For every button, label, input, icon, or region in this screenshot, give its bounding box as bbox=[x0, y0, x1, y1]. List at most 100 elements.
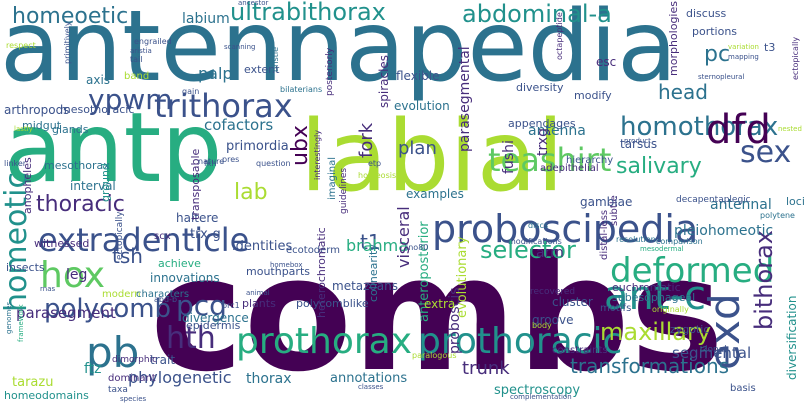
word: plan bbox=[398, 138, 437, 159]
word: decapentaplegic bbox=[676, 195, 751, 205]
word: dfd bbox=[706, 107, 771, 153]
word: hox bbox=[40, 255, 106, 296]
word: morphologies bbox=[667, 1, 680, 76]
word: respect bbox=[6, 41, 36, 50]
word: extradenticle bbox=[38, 221, 250, 259]
word: tail bbox=[130, 55, 143, 64]
word: parasegmental bbox=[457, 46, 473, 152]
word: anopheles bbox=[21, 157, 34, 214]
word: primordia bbox=[226, 139, 289, 154]
word: trithorax bbox=[154, 87, 293, 125]
word: diversification bbox=[785, 295, 799, 380]
word: guidelines bbox=[339, 167, 349, 214]
word: interestingly bbox=[313, 129, 322, 180]
word: examples bbox=[406, 187, 464, 201]
word: framework bbox=[17, 304, 25, 342]
word: discuss bbox=[686, 7, 727, 20]
word: paralogous bbox=[412, 351, 457, 360]
word: thorax bbox=[246, 371, 292, 387]
word: animal bbox=[246, 289, 270, 297]
word: visceral bbox=[394, 206, 413, 268]
word: prothoracic bbox=[418, 321, 623, 362]
word: mouthparts bbox=[246, 265, 310, 278]
word: polycomb bbox=[44, 294, 172, 324]
word: extent bbox=[244, 63, 280, 76]
word: midgut bbox=[22, 119, 62, 132]
word: thoracic bbox=[36, 192, 125, 217]
word: appendages bbox=[508, 117, 576, 130]
word: bristle bbox=[271, 46, 280, 72]
word: ecotoderm bbox=[286, 245, 340, 256]
word: clonal bbox=[700, 345, 727, 355]
word: band bbox=[124, 71, 150, 82]
word: engrailed bbox=[134, 37, 172, 46]
word: genomes bbox=[5, 301, 13, 334]
word: species bbox=[120, 395, 147, 403]
word: sex bbox=[740, 135, 792, 170]
word: fkh bbox=[204, 159, 217, 168]
word: spectroscopy bbox=[494, 383, 581, 398]
word: haltere bbox=[176, 211, 219, 225]
word: portions bbox=[692, 25, 738, 38]
word: segmental bbox=[672, 344, 752, 362]
word: groove bbox=[532, 313, 574, 327]
word: variation bbox=[728, 43, 759, 51]
word: aristia bbox=[130, 47, 152, 55]
word: euchromatic bbox=[612, 281, 681, 294]
word: identities bbox=[232, 239, 293, 254]
word: homebox bbox=[270, 261, 303, 269]
word: interval bbox=[70, 179, 116, 193]
word: deformed bbox=[610, 251, 775, 291]
word: flexible bbox=[396, 69, 440, 83]
word: ypwm bbox=[88, 83, 173, 116]
word: trunk bbox=[462, 358, 510, 379]
word: pleiohomeotic bbox=[674, 223, 774, 239]
word: prc1 bbox=[222, 301, 240, 310]
word: antp bbox=[4, 92, 223, 204]
word: innovations bbox=[150, 271, 220, 285]
word: ubx bbox=[288, 125, 313, 166]
word: constraints bbox=[552, 345, 608, 356]
word: maxillary bbox=[600, 318, 712, 346]
word: phylogenetic bbox=[128, 368, 232, 387]
word: labial bbox=[300, 100, 564, 214]
word: cofactors bbox=[204, 116, 274, 134]
word: antennapedia bbox=[0, 0, 678, 104]
word: mesothoracic bbox=[60, 103, 135, 116]
word: ancestor bbox=[238, 0, 269, 7]
word: mapping bbox=[728, 53, 759, 61]
word: bithorax bbox=[750, 230, 778, 330]
word: divergence bbox=[182, 311, 249, 325]
word: rnas bbox=[40, 285, 56, 293]
word: diversity bbox=[516, 81, 564, 94]
word: esc bbox=[596, 55, 617, 69]
word: mesothorax bbox=[44, 159, 110, 172]
word: taxa bbox=[108, 385, 128, 395]
word: etp bbox=[368, 159, 382, 168]
word: polytene bbox=[760, 211, 795, 220]
word: cluster bbox=[552, 295, 593, 309]
word: primitively bbox=[63, 21, 72, 64]
word: tarazu bbox=[12, 375, 54, 390]
word: resolution bbox=[616, 235, 656, 244]
word: bilaterians bbox=[280, 85, 323, 94]
word: imaginal bbox=[327, 156, 338, 200]
word: pres bbox=[222, 155, 240, 164]
word: loci bbox=[786, 195, 805, 208]
word: distal-less bbox=[599, 209, 610, 260]
word: evolution bbox=[394, 99, 450, 113]
word: heterochromatic bbox=[315, 227, 328, 318]
word: extra bbox=[424, 297, 456, 311]
word: homeosis bbox=[358, 171, 397, 180]
word: homothorax bbox=[620, 112, 779, 142]
word: hth bbox=[166, 321, 216, 356]
word: t3 bbox=[764, 41, 776, 54]
word: abdominal-a bbox=[462, 0, 612, 28]
word: trx-g bbox=[190, 227, 221, 242]
word: homeoetic bbox=[12, 4, 129, 29]
word: linker bbox=[4, 159, 27, 168]
word: pc bbox=[704, 42, 731, 67]
word: head bbox=[658, 80, 708, 104]
word: mesodermal bbox=[640, 245, 684, 253]
word: witnessed bbox=[34, 237, 90, 250]
